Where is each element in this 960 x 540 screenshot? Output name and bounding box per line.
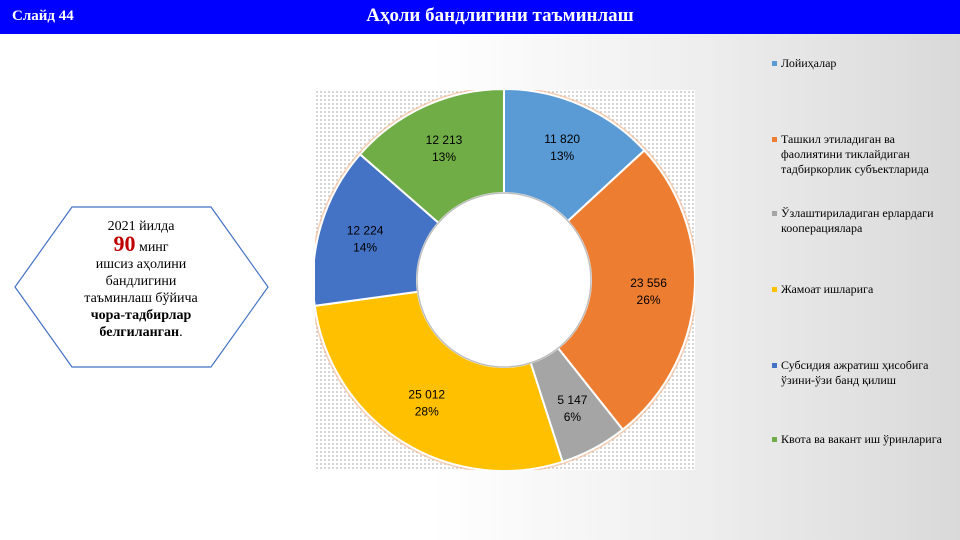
slice-percent-label: 6% <box>564 410 582 424</box>
slice-percent-label: 13% <box>550 149 574 163</box>
chart-area: 11 820 13% 23 556 26% 5 147 6% 25 012 28% 12 224… <box>315 90 695 470</box>
info-line-6: чора-тадбирлар <box>90 308 192 323</box>
info-number-suffix: минг <box>135 240 169 255</box>
slice-value-label: 11 820 <box>544 132 580 146</box>
slice-percent-label: 28% <box>415 405 439 419</box>
legend-label: Субсидия ажратиш ҳисобига ўзини-ўзи банд… <box>781 358 929 387</box>
info-line-3: ишсиз аҳолини <box>95 257 187 272</box>
info-line-7-suffix: . <box>179 325 183 340</box>
donut-hole <box>416 192 592 368</box>
slide-number: Слайд 44 <box>12 8 74 24</box>
legend-swatch <box>772 287 777 292</box>
slice-percent-label: 14% <box>353 240 377 254</box>
legend-label: Квота ва вакант иш ўринларига <box>781 432 942 446</box>
slice-value-label: 12 213 <box>426 133 463 147</box>
info-number: 90 <box>113 231 136 256</box>
slice-value-label: 25 012 <box>408 388 445 402</box>
slice-value-label: 12 224 <box>347 223 384 237</box>
info-line-year: 2021 йилда <box>107 219 175 234</box>
slice-value-label: 5 147 <box>557 393 587 407</box>
info-text: 2021 йилда 90 минг ишсиз аҳолини бандлиг… <box>50 218 232 341</box>
legend-swatch <box>772 363 777 368</box>
slide-title: Аҳоли бандлигини таъминлаш <box>366 5 634 26</box>
title-bar: Слайд 44 Аҳоли бандлигини таъминлаш <box>0 0 960 34</box>
slice-percent-label: 13% <box>432 150 456 164</box>
info-line-7-wrap: белгиланган. <box>50 324 232 341</box>
info-line-4: бандлигини <box>105 274 177 289</box>
info-line-7: белгиланган <box>99 325 180 340</box>
info-line-number: 90 минг <box>50 233 232 256</box>
legend-swatch <box>772 137 777 142</box>
legend-swatch <box>772 61 777 66</box>
legend-swatch <box>772 437 777 442</box>
legend-label: Ташкил этиладиган ва фаолиятини тиклайди… <box>781 132 929 176</box>
info-line-5: таъминлаш бўйича <box>84 291 198 306</box>
legend-label: Ўзлаштириладиган ерлардаги кооперациялар… <box>781 206 934 235</box>
legend-label: Жамоат ишларига <box>781 282 874 296</box>
slice-value-label: 23 556 <box>630 276 667 290</box>
legend-swatch <box>772 211 777 216</box>
info-hexagon <box>14 206 269 368</box>
slice-percent-label: 26% <box>637 293 661 307</box>
legend-label: Лойиҳалар <box>781 56 837 70</box>
donut-chart: 11 820 13% 23 556 26% 5 147 6% 25 012 28% 12 224… <box>315 90 695 470</box>
